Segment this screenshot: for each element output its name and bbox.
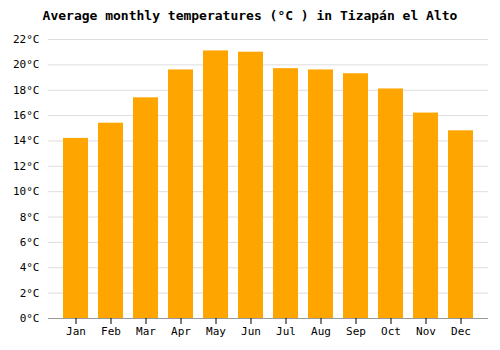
svg-text:Nov: Nov <box>416 325 436 338</box>
svg-text:Dec: Dec <box>451 325 471 338</box>
svg-text:4°C: 4°C <box>20 261 40 274</box>
svg-text:12°C: 12°C <box>13 160 40 173</box>
svg-text:Mar: Mar <box>136 325 156 338</box>
svg-text:Sep: Sep <box>346 325 366 338</box>
html-text:Average monthly temperatures (: Average monthly temperatures (°C ) in Ti… <box>42 8 458 23</box>
svg-text:20°C: 20°C <box>13 58 40 71</box>
svg-text:0°C: 0°C <box>20 312 40 325</box>
svg-text:16°C: 16°C <box>13 109 40 122</box>
svg-text:May: May <box>206 325 226 338</box>
svg-text:Apr: Apr <box>171 325 191 338</box>
svg-text:Feb: Feb <box>101 325 121 338</box>
svg-text:Oct: Oct <box>381 325 401 338</box>
svg-text:18°C: 18°C <box>13 84 40 97</box>
svg-text:Jul: Jul <box>276 325 296 338</box>
svg-text:2°C: 2°C <box>20 287 40 300</box>
svg-text:Jan: Jan <box>66 325 86 338</box>
svg-text:6°C: 6°C <box>20 236 40 249</box>
svg-text:10°C: 10°C <box>13 185 40 198</box>
svg-text:Jun: Jun <box>241 325 261 338</box>
svg-text:Aug: Aug <box>311 325 331 338</box>
svg-text:8°C: 8°C <box>20 211 40 224</box>
svg-text:14°C: 14°C <box>13 134 40 147</box>
svg-text:22°C: 22°C <box>13 33 40 46</box>
